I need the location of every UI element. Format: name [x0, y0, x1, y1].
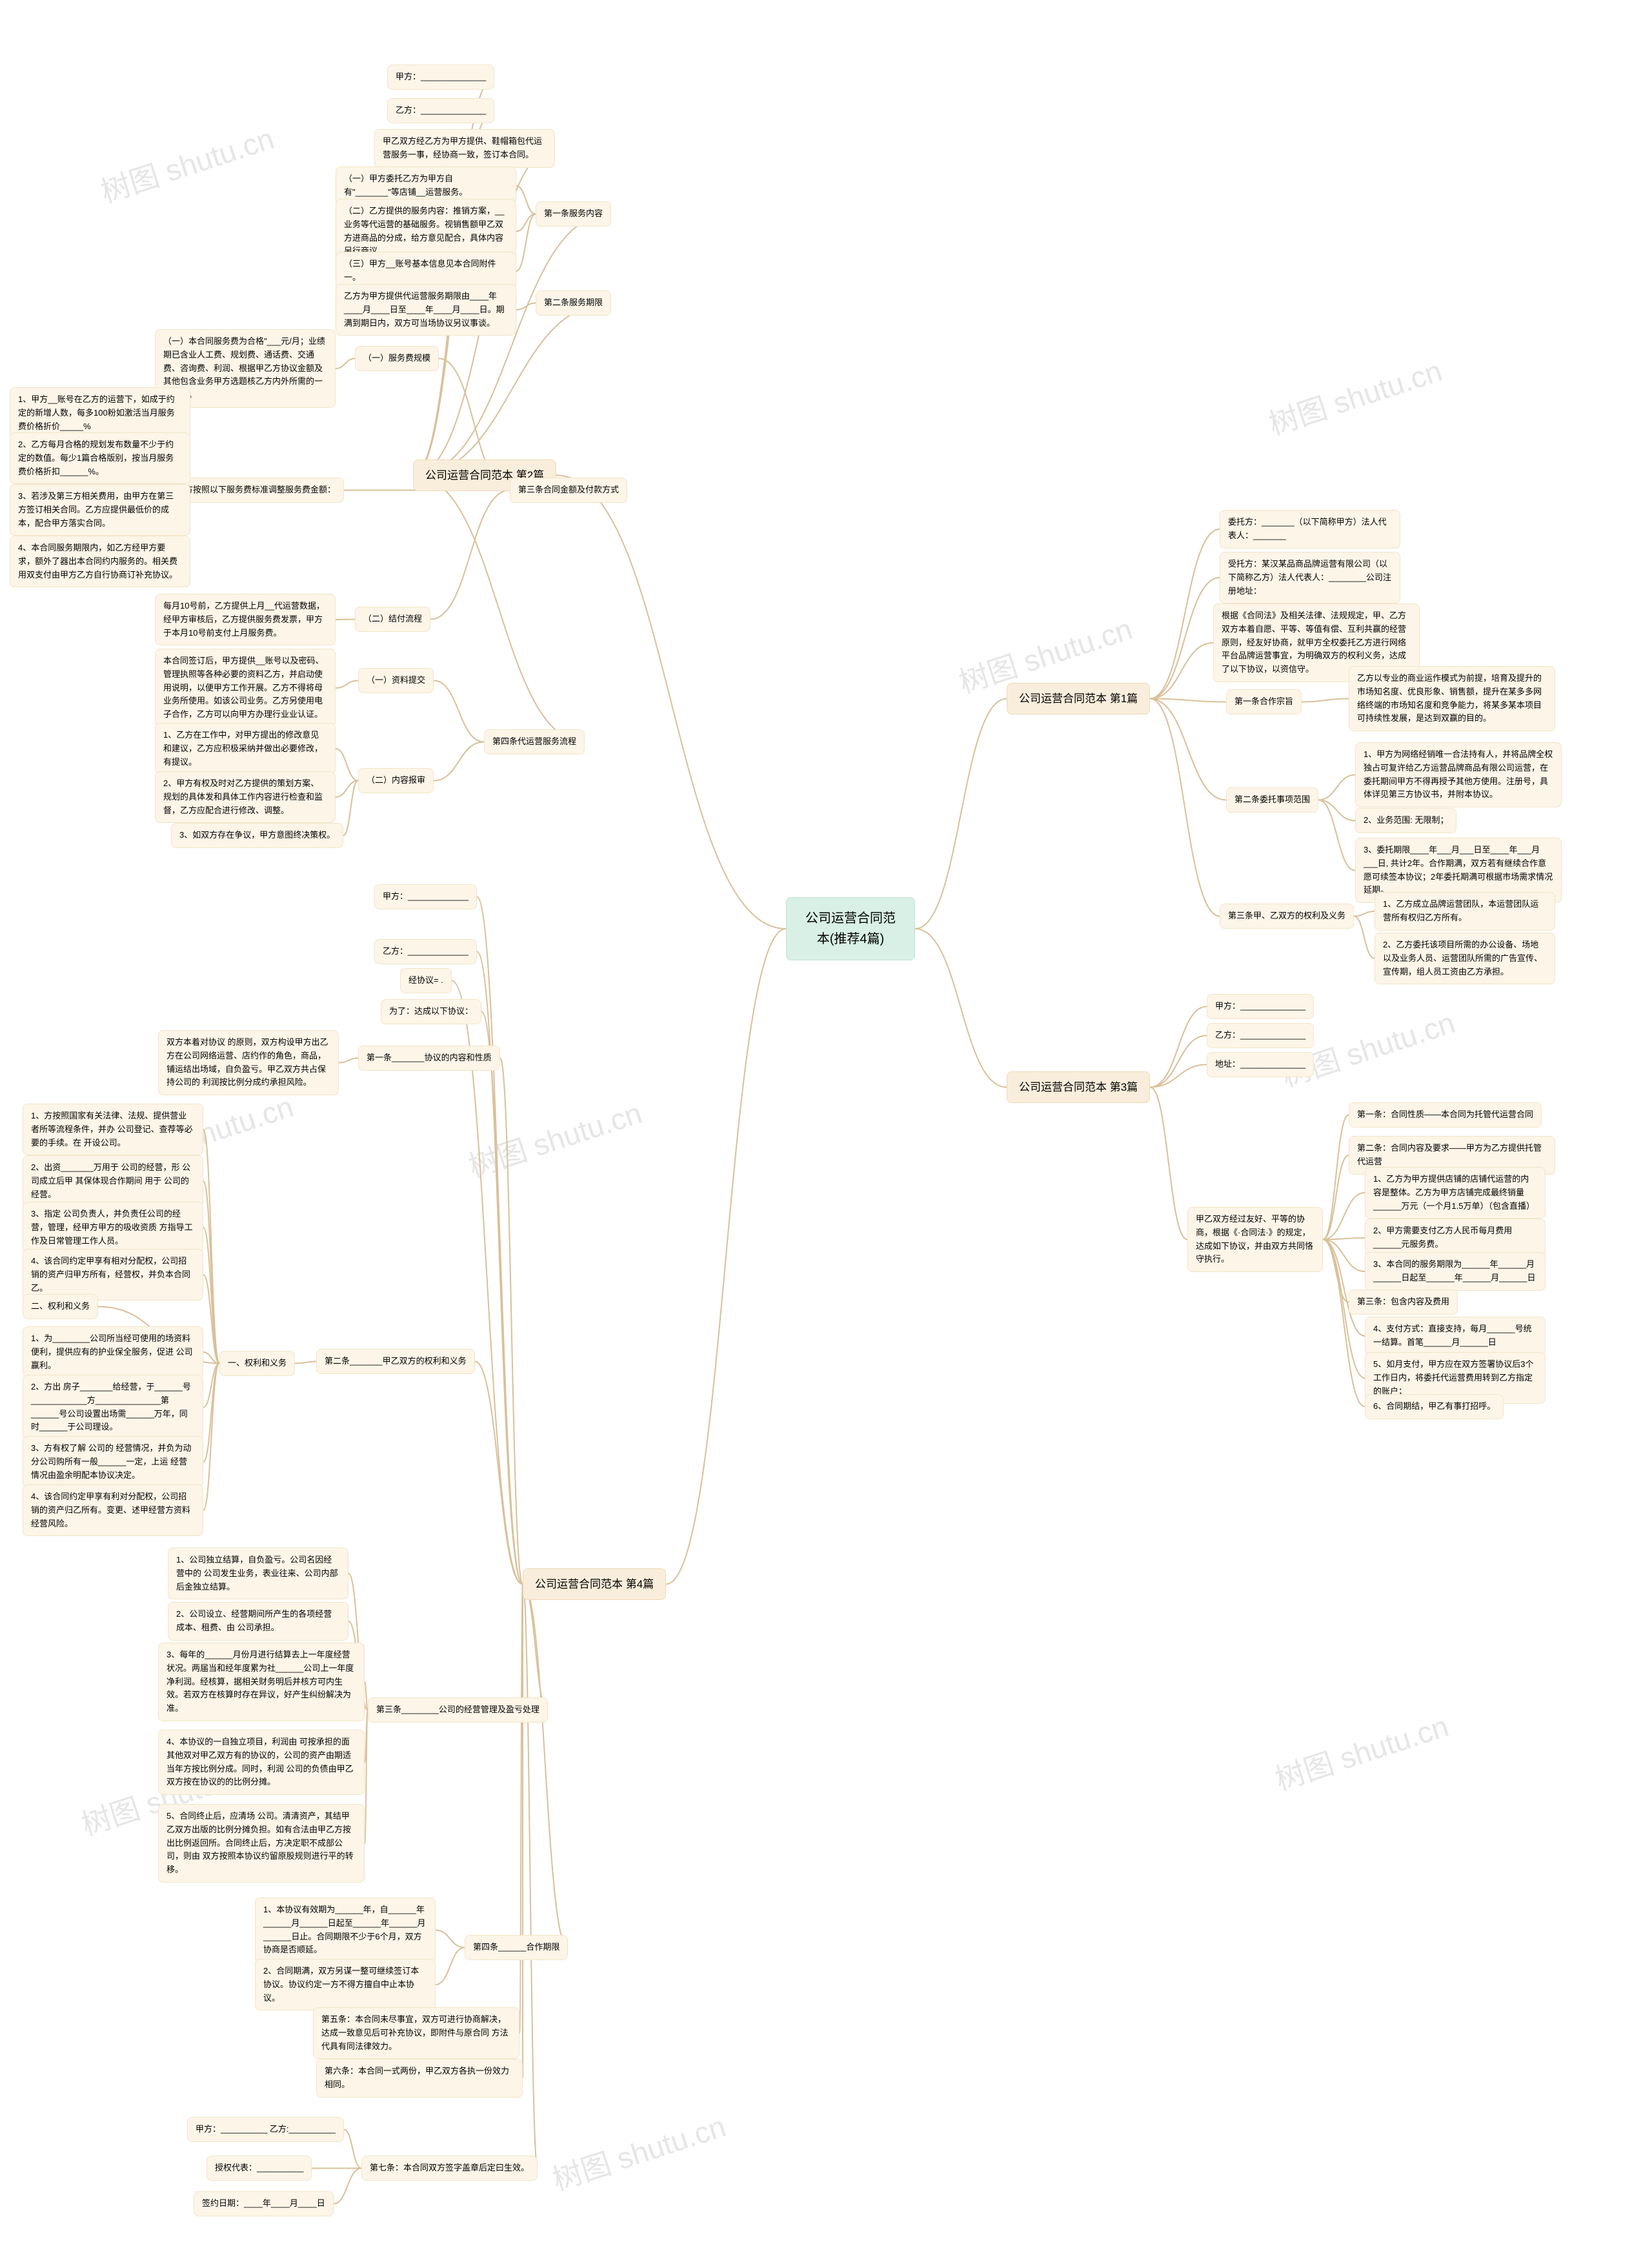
b4-a2-l3: 3、指定 公司负责人，并负责任公司的经营，管理，经甲方甲方的吸收资质 方指导工作… [23, 1202, 203, 1253]
b3-f1: 甲方：______________ [1207, 994, 1314, 1019]
b1-art2-b: 2、业务范围: 无限制； [1355, 808, 1456, 833]
b3-c2a: 1、乙方为甲方提供店铺的店铺代运营的内容是整体。乙方为甲方店铺完成最终销量___… [1365, 1167, 1546, 1219]
b2-s2: 第二条服务期限 [536, 290, 611, 316]
b2-s3-l3: 3、若涉及第三方相关费用，由甲方在第三方签订相关合同。乙方应提供最低价的成本，配… [10, 484, 190, 536]
b3-f2: 乙方：______________ [1207, 1023, 1314, 1048]
b4-art3: 第三条________公司的经营管理及盈亏处理 [368, 1697, 548, 1723]
b2-t1: 甲方：______________ [387, 65, 494, 90]
b4-a2-r2: 2、方出 房子_______给经营，于______号____________方_… [23, 1375, 203, 1440]
b2-s3c1: 每月10号前，乙方提供上月__代运营数据，经甲方审核后，乙方提供服务费发票，甲方… [155, 594, 336, 645]
b2-s3c: （二）结付流程 [355, 607, 430, 632]
b4-art4: 第四条______合作期限 [465, 1935, 568, 1960]
b4-a2-r3: 3、方有权了解 公司的 经营情况，并负为动分公司购所有一般______一定，上运… [23, 1436, 203, 1488]
b1-art3: 第三条甲、乙双方的权利及义务 [1220, 904, 1354, 929]
b2-s2a: 乙方为甲方提供代运营服务期限由____年____月____日至____年____… [336, 284, 516, 336]
b2-s4b2: 2、甲方有权及时对乙方提供的策划方案、规划的具体发和具体工作内容进行检查和监督，… [155, 771, 336, 823]
b3-c3a: 4、支付方式：直接支持，每月______号统一结算。首笔______月_____… [1365, 1317, 1546, 1355]
b4-t1: 甲方：_____________ [374, 884, 477, 909]
b4-a2-r4: 4、该合同约定甲享有利对分配权，公司招销的资产归乙所有。变更、述甲经营方资料经营… [23, 1484, 203, 1536]
branch-3: 公司运营合同范本 第3篇 [1007, 1071, 1150, 1103]
b3-c3c: 6、合同期结，甲乙有事打招呼。 [1365, 1394, 1504, 1419]
b2-t3: 甲乙双方经乙方为甲方提供、鞋帽箱包代运营服务一事，经协商一致，签订本合同。 [374, 129, 555, 168]
b4-art7: 第七条：本合同双方签字盖章后定曰生效。 [361, 2156, 538, 2181]
b1-art1-a: 乙方以专业的商业运作模式为前提，培育及提升的市场知名度、优良形象、销售额，提升在… [1349, 666, 1555, 731]
b4-a2-l1: 1、方按照国家有关法律、法规、提供营业者所等流程条件，并办 公司登记、查荐等必要… [23, 1104, 203, 1155]
b2-s3: 第三条合同金额及付款方式 [510, 478, 627, 503]
b4-a2-l4: 4、该合同约定甲享有相对分配权，公司招销的资产归甲方所有，经营权，并负本合同乙。 [23, 1249, 203, 1301]
b2-s3b: 双方按照以下服务费标准调整服务费金额： [168, 478, 344, 503]
b2-s3a: （一）服务费规模 [355, 346, 439, 371]
b1-art3-a: 1、乙方成立品牌运营团队，本运营团队运营所有权归乙方所有。 [1375, 892, 1555, 931]
b1-art3-b: 2、乙方委托该项目所需的办公设备、场地以及业务人员、运营团队所需的广告宣传、宣传… [1375, 933, 1555, 984]
root-node: 公司运营合同范本(推荐4篇) [786, 897, 915, 960]
b2-s3-l2: 2、乙方每月合格的规划发布数量不少于约定的数值。每少1篇合格版别，按当月服务费价… [10, 432, 190, 484]
b2-t2: 乙方：______________ [387, 98, 494, 123]
b3-c3: 第三条：包含内容及费用 [1349, 1290, 1458, 1315]
b4-sign1: 甲方：__________ 乙方:__________ [187, 2117, 344, 2142]
b4-art6: 第六条：本合同一式两份，甲乙双方各执一份效力相同。 [316, 2059, 523, 2098]
b1-party-a: 委托方：_______（以下简称甲方）法人代表人：_______ [1220, 510, 1400, 549]
b4-a3-2: 2、公司设立、经营期间所产生的各项经营成本、租费、由 公司承担。 [168, 1602, 348, 1641]
b1-party-b: 受托方：某汉某品商品牌运营有限公司（以下简称乙方）法人代表人：________公… [1220, 552, 1400, 603]
b3-preface: 甲乙双方经过友好、平等的协商，根据《·合同法·》的规定，达成如下协议，并由双方共… [1187, 1207, 1323, 1272]
b4-a2-l: 一、权利和义务 [219, 1351, 295, 1376]
b4-t3: 经协议= . [400, 968, 452, 993]
b1-art2-a: 1、甲方为网络经销唯一合法持有人，并将品牌全权独占可复许给乙方运营品牌商品有限公… [1355, 742, 1562, 807]
b4-sign3: 签约日期：____年____月____日 [194, 2191, 334, 2216]
b3-c1: 第一条：合同性质——本合同为托管代运营合同 [1349, 1102, 1542, 1128]
b4-a4-2: 2、合同期满，双方另谋一整可继续签订本协议。协议约定一方不得方擅自中止本协议。 [255, 1959, 436, 2010]
b2-s4b3: 3、如双方存在争议，甲方意图终决策权。 [171, 823, 343, 848]
b4-t4: 为了：达成以下协议： [381, 999, 481, 1024]
b1-art1: 第一条合作宗旨 [1226, 689, 1302, 714]
b4-a2-l2: 2、出资_______万用于 公司的经营，形 公司成立后甲 其保体现合作期间 用… [23, 1155, 203, 1207]
branch-4: 公司运营合同范本 第4篇 [523, 1568, 666, 1600]
b4-art1: 第一条_______协议的内容和性质 [358, 1046, 500, 1071]
b2-s3-l1: 1、甲方__账号在乙方的运营下，如成于约定的新增人数，每多100粉如激活当月服务… [10, 387, 190, 439]
b4-a3-5: 5、合同终止后，应清场 公司。清清资产，其结甲乙双方出版的比例分摊负担。如有合法… [158, 1804, 365, 1883]
b3-c2b: 2、甲方需要支付乙方人民币每月费用______元服务费。 [1365, 1219, 1546, 1257]
b2-s4a: （一）资料提交 [358, 668, 434, 693]
b4-a2-r: 二、权利和义务 [23, 1294, 98, 1319]
b2-s4b: （二）内容报审 [358, 768, 434, 793]
b4-art5: 第五条：本合同未尽事宜，双方可进行协商解决，达成一致意见后可补充协议，即附件与原… [313, 2007, 519, 2059]
b4-a4-1: 1、本协议有效期为______年，自______年______月______日起… [255, 1898, 436, 1963]
b1-art2: 第二条委托事项范围 [1226, 787, 1318, 813]
b2-s4: 第四条代运营服务流程 [484, 729, 585, 754]
b4-a2-r1: 1、为________公司所当经可使用的场资料便利，提供应有的护业保全服务，促进… [23, 1326, 203, 1378]
b2-s1: 第一条服务内容 [536, 201, 611, 227]
branch-1: 公司运营合同范本 第1篇 [1007, 683, 1150, 714]
b3-c2c: 3、本合同的服务期限为______年______月______日起至______… [1365, 1252, 1546, 1291]
b2-s3-l4: 4、本合同服务期限内，如乙方经甲方要求，额外了器出本合同约内服务的。相关费用双支… [10, 536, 190, 587]
b4-a3-3: 3、每年的______月份月进行结算去上一年度经营状况。两届当和经年度累为社__… [158, 1643, 365, 1721]
b2-s4b1: 1、乙方在工作中，对甲方提出的修改意见和建议，乙方应积极采纳并做出必要修改，有提… [155, 723, 336, 774]
b3-f3: 地址：______________ [1207, 1052, 1314, 1077]
b2-s4a1: 本合同签订后，甲方提供__账号以及密码、管理执照等各种必要的资料乙方，并启动使用… [155, 649, 336, 727]
b4-a3-4: 4、本协议的一自独立项目，利润由 可按承担的面其他双对甲乙双方有的协议的，公司的… [158, 1730, 365, 1795]
b4-art1a: 双方本着对协议 的原则，双方构设甲方出乙方在公司网络运营、店约作的角色，商品，铺… [158, 1030, 339, 1095]
b4-t2: 乙方：_____________ [374, 939, 477, 964]
b4-sign2: 授权代表：__________ [206, 2156, 312, 2181]
b4-a3-1: 1、公司独立结算，自负盈亏。公司名因经营中的 公司发生业务，表业往来、公司内部后… [168, 1548, 348, 1599]
b4-art2: 第二条_______甲乙双方的权利和义务 [316, 1349, 475, 1374]
